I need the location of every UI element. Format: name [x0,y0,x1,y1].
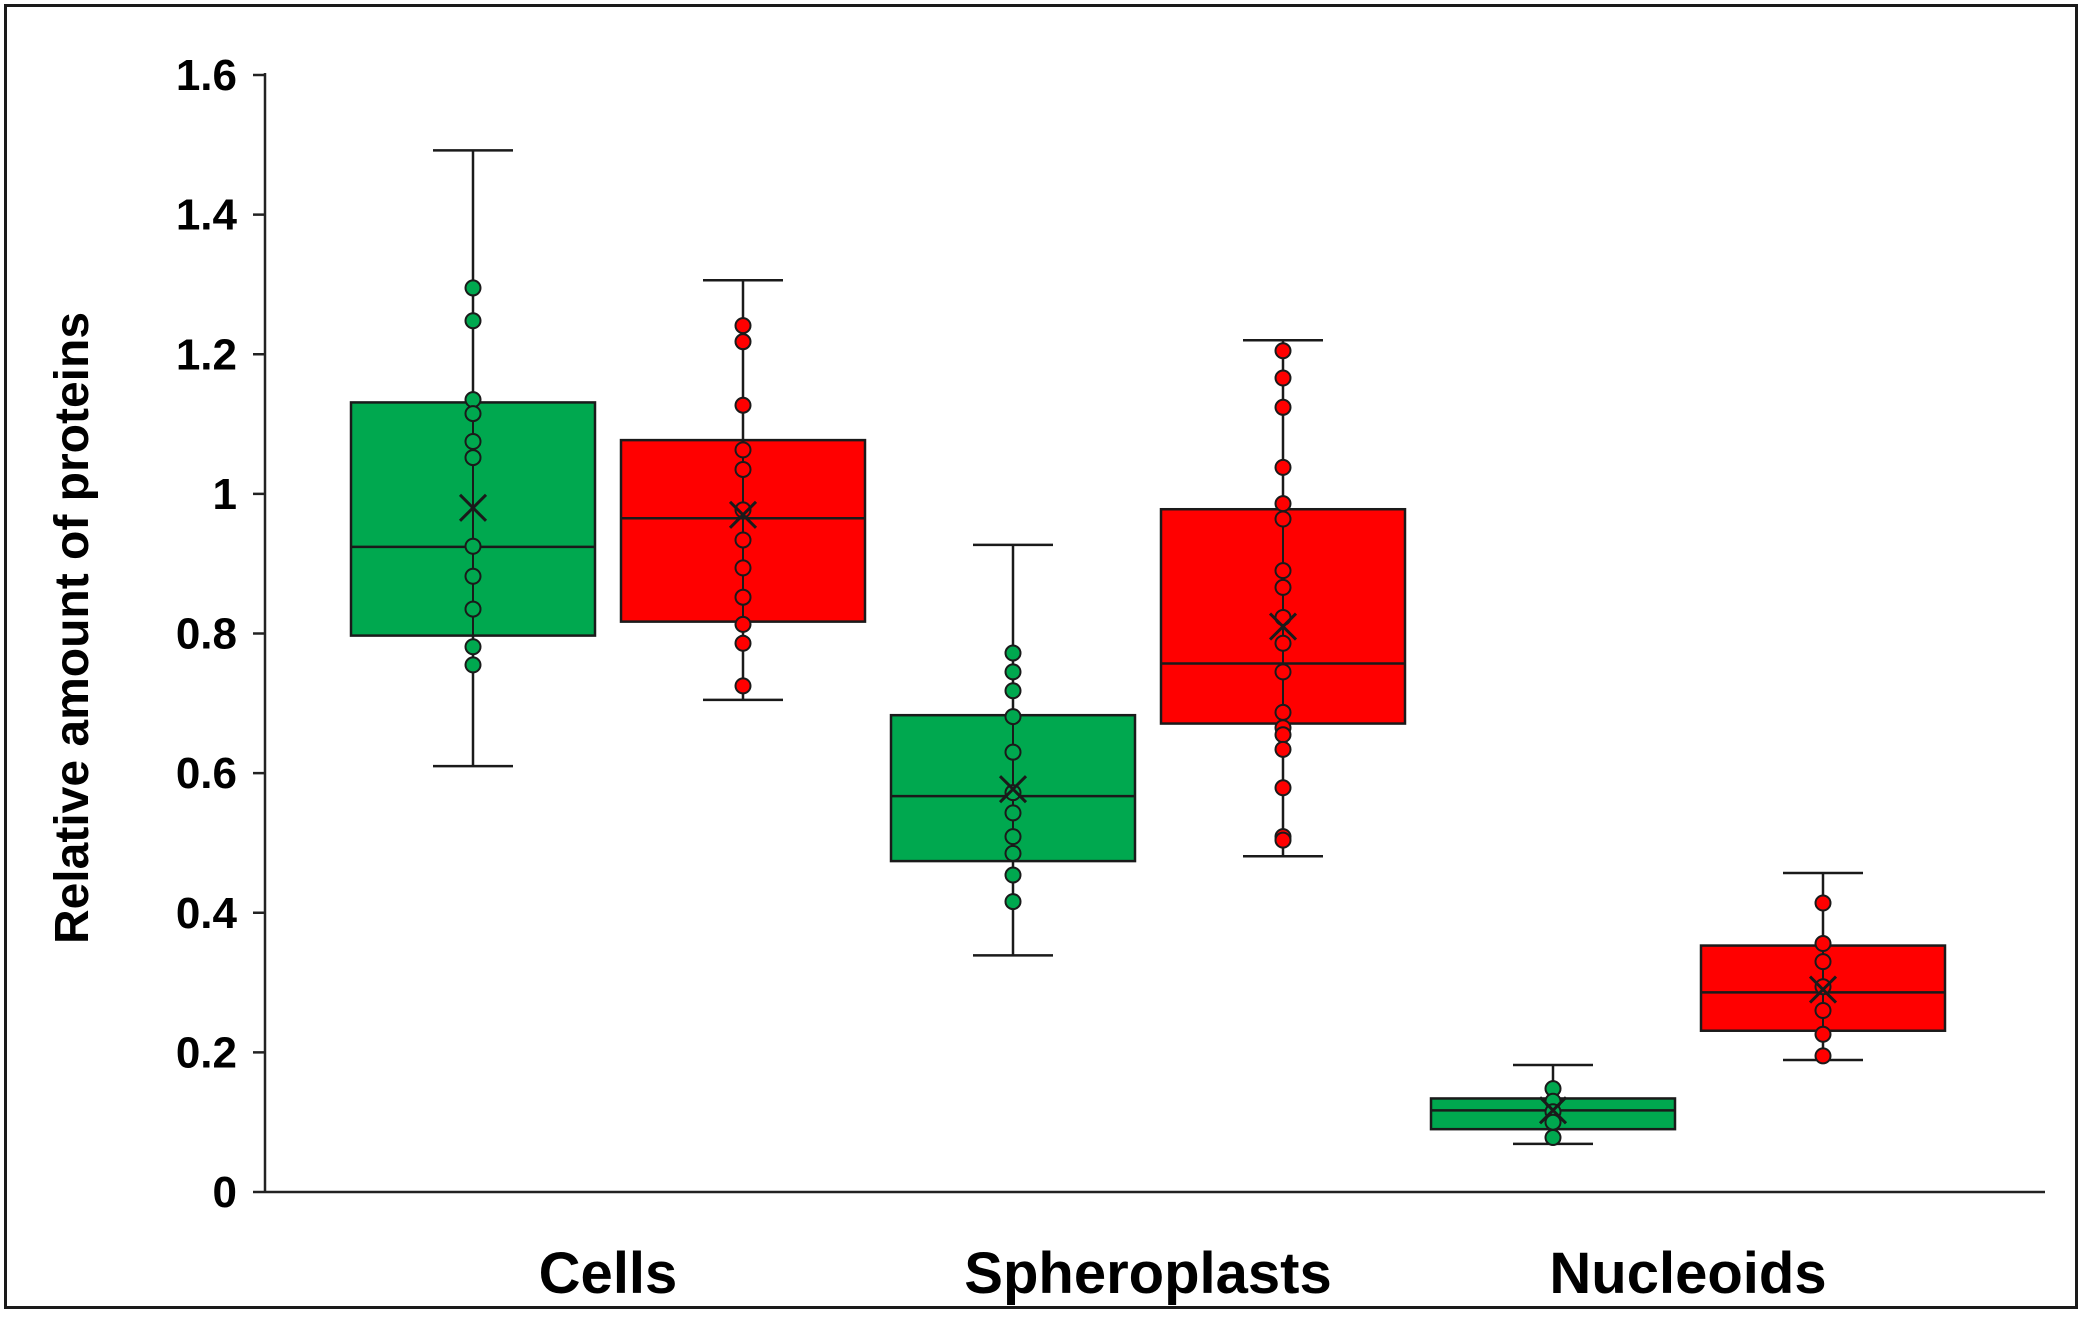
data-point [464,537,482,555]
data-point [1814,1001,1832,1019]
y-tick-label: 0.8 [176,610,237,659]
y-axis-title: Relative amount of proteins [46,312,99,944]
y-tick-label: 1.6 [176,51,237,100]
category-labels: Cells Spheroplasts Nucleoids [539,1241,1827,1306]
data-point [464,405,482,423]
data-point [1274,562,1292,580]
data-point [1274,369,1292,387]
data-point [464,656,482,674]
y-tick-label: 0.2 [176,1028,237,1077]
box-red-spheroplasts [1159,339,1407,858]
box-green-cells [349,149,597,768]
data-point [1004,784,1022,802]
mean-marker-b [998,775,1028,804]
data-point [1274,510,1292,528]
data-point [1004,866,1022,884]
data-point [1004,828,1022,846]
data-point [1274,342,1292,360]
y-tick-label: 1.2 [176,330,237,379]
data-point [1814,978,1832,996]
data-point [1004,682,1022,700]
y-tick-label: 1.4 [176,191,238,240]
data-point [1274,578,1292,596]
mean-marker-b [1808,975,1838,1004]
data-point [464,312,482,330]
data-point [1274,634,1292,652]
data-point [464,433,482,451]
data-point [734,677,752,695]
data-point [734,559,752,577]
data-point [734,441,752,459]
mean-marker-b [728,500,758,529]
data-point [1274,726,1292,744]
box-red-cells [619,278,867,702]
y-tick-label: 0.6 [176,749,237,798]
data-point [734,588,752,606]
box-red-nucleoids [1699,871,1947,1065]
data-point [1274,740,1292,758]
data-point [1274,663,1292,681]
data-point [464,391,482,409]
mean-marker-b [1268,612,1298,641]
data-point [1274,458,1292,476]
box-green-nucleoids [1429,1063,1677,1147]
data-point [734,501,752,519]
data-point [1274,779,1292,797]
mean-marker-b [1538,1096,1568,1125]
data-point [464,567,482,585]
mean-marker-b [458,493,488,522]
y-axis-ticks: 0 0.2 0.4 0.6 0.8 1 1.2 1.4 1.6 [176,51,265,1217]
data-point [734,333,752,351]
category-label-spheroplasts: Spheroplasts [964,1241,1331,1306]
data-point [464,279,482,297]
y-tick-label: 0 [213,1168,237,1217]
y-tick-label: 0.4 [176,889,238,938]
data-point [1814,934,1832,952]
box-green-spheroplasts [889,543,1137,957]
data-point [1274,495,1292,513]
data-point [1004,804,1022,822]
chart-frame [4,4,2078,1309]
data-point [1004,663,1022,681]
data-point [1274,831,1292,849]
data-point [1814,1047,1832,1065]
data-point [734,317,752,335]
category-label-nucleoids: Nucleoids [1549,1241,1826,1306]
data-point [1004,743,1022,761]
data-point [464,638,482,656]
data-point [464,600,482,618]
data-point [734,531,752,549]
boxes [349,149,1947,1147]
data-point [734,634,752,652]
data-point [734,460,752,478]
data-point [734,615,752,633]
data-point [1814,894,1832,912]
data-point [1544,1129,1562,1147]
data-point [464,449,482,467]
data-point [1004,893,1022,911]
data-point [734,396,752,414]
y-tick-label: 1 [213,470,237,519]
data-point [1004,644,1022,662]
data-point [1274,703,1292,721]
data-point [1004,708,1022,726]
data-point [1814,953,1832,971]
data-point [1274,398,1292,416]
data-point [1814,1025,1832,1043]
category-label-cells: Cells [539,1241,678,1306]
data-point [1004,844,1022,862]
